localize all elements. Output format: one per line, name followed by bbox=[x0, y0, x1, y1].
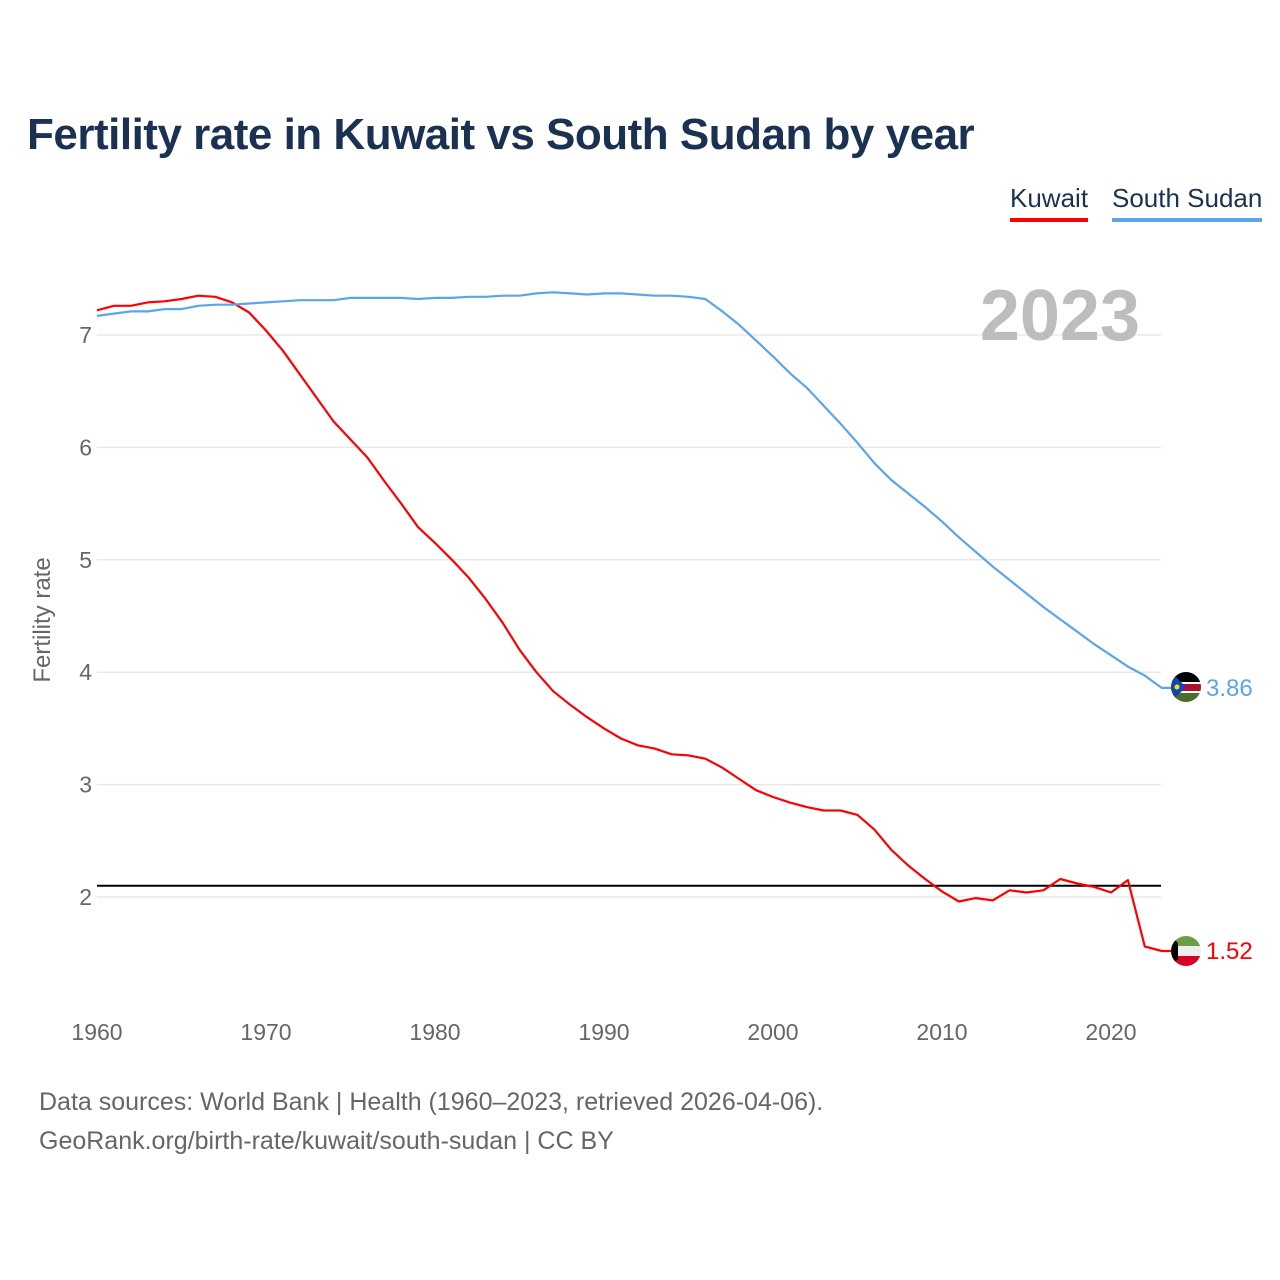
end-value-label: 3.86 bbox=[1206, 675, 1253, 702]
x-tick-label: 2000 bbox=[747, 1019, 798, 1045]
x-tick-label: 1980 bbox=[409, 1019, 460, 1045]
footer-sources: Data sources: World Bank | Health (1960–… bbox=[39, 1088, 824, 1116]
y-tick-label: 2 bbox=[79, 884, 92, 910]
legend-kuwait[interactable]: Kuwait bbox=[1010, 183, 1089, 222]
x-tick-label: 1990 bbox=[578, 1019, 629, 1045]
x-tick-label: 2020 bbox=[1085, 1019, 1136, 1045]
south-sudan-flag-icon bbox=[1171, 672, 1201, 702]
y-tick-label: 6 bbox=[79, 434, 92, 460]
y-tick-label: 3 bbox=[79, 772, 92, 798]
year-label: 2023 bbox=[980, 276, 1140, 356]
y-tick-label: 4 bbox=[79, 659, 92, 685]
footer-attribution: GeoRank.org/birth-rate/kuwait/south-suda… bbox=[39, 1127, 614, 1155]
y-tick-label: 5 bbox=[79, 547, 92, 573]
x-tick-label: 1970 bbox=[240, 1019, 291, 1045]
end-value-label: 1.52 bbox=[1206, 938, 1253, 965]
legend-south-sudan[interactable]: South Sudan bbox=[1112, 183, 1263, 222]
x-tick-label: 1960 bbox=[71, 1019, 122, 1045]
series-line-kuwait bbox=[96, 294, 1171, 953]
kuwait-flag-icon bbox=[1171, 936, 1201, 966]
series-line-south-sudan bbox=[96, 291, 1171, 690]
x-tick-label: 2010 bbox=[916, 1019, 967, 1045]
chart-title: Fertility rate in Kuwait vs South Sudan … bbox=[27, 110, 975, 159]
y-tick-label: 7 bbox=[79, 322, 92, 348]
y-axis-label: Fertility rate bbox=[29, 557, 56, 682]
